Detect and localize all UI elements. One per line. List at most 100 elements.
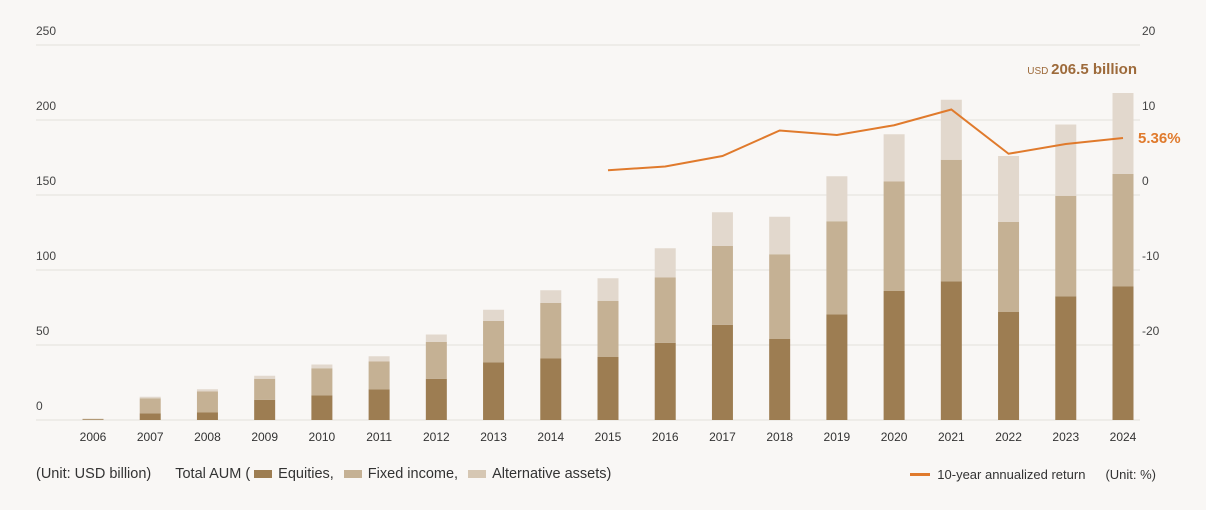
- x-tick-label: 2024: [1110, 430, 1137, 444]
- bar-fixed-income-2012: [425, 342, 447, 379]
- x-tick-label: 2020: [881, 430, 908, 444]
- bar-fixed-income-2017: [711, 246, 733, 325]
- bar-fixed-income-2023: [1055, 195, 1077, 297]
- x-tick-label: 2022: [995, 430, 1022, 444]
- equities-legend: Equities,: [278, 466, 334, 482]
- right-axis: -20 -10 0 10 20: [1142, 24, 1160, 338]
- bar-equities-2009: [254, 399, 276, 420]
- left-tick-label: 250: [36, 24, 56, 38]
- bar-equities-2015: [597, 357, 619, 420]
- x-tick-label: 2017: [709, 430, 736, 444]
- right-tick-label: -20: [1142, 324, 1160, 338]
- total-annotation: USD 206.5 billion: [1027, 61, 1137, 78]
- right-tick-label: 20: [1142, 24, 1156, 38]
- fixed-income-swatch: [343, 470, 362, 478]
- bar-alternative-assets-2015: [597, 278, 619, 301]
- x-tick-label: 2016: [652, 430, 679, 444]
- bar-alternative-assets-2024: [1112, 93, 1134, 174]
- total-prefix: USD: [1027, 66, 1051, 77]
- bar-equities-2018: [769, 339, 791, 420]
- bar-equities-2023: [1055, 296, 1077, 420]
- bar-fixed-income-2010: [311, 368, 333, 396]
- bar-equities-2020: [883, 291, 905, 420]
- bar-equities-2008: [196, 412, 218, 420]
- bar-alternative-assets-2014: [540, 290, 562, 303]
- bar-equities-2014: [540, 358, 562, 420]
- x-tick-label: 2021: [938, 430, 965, 444]
- bar-fixed-income-2014: [540, 303, 562, 359]
- bar-alternative-assets-2009: [254, 375, 276, 379]
- x-tick-label: 2015: [595, 430, 622, 444]
- annotations: USD 206.5 billion 5.36%: [1027, 61, 1180, 147]
- bar-alternative-assets-2017: [711, 212, 733, 246]
- bar-fixed-income-2008: [196, 391, 218, 413]
- bar-equities-2007: [139, 413, 161, 420]
- left-tick-label: 150: [36, 174, 56, 188]
- right-tick-label: -10: [1142, 249, 1160, 263]
- bar-equities-2021: [940, 281, 962, 420]
- grid-lines: [36, 44, 1140, 421]
- bar-fixed-income-2009: [254, 378, 276, 400]
- x-tick-label: 2006: [80, 430, 107, 444]
- left-tick-label: 200: [36, 99, 56, 113]
- x-tick-label: 2014: [537, 430, 564, 444]
- bar-alternative-assets-2019: [826, 176, 848, 222]
- bar-fixed-income-2015: [597, 300, 619, 357]
- bar-equities-2011: [368, 389, 390, 420]
- bar-equities-2019: [826, 314, 848, 420]
- x-tick-label: 2012: [423, 430, 450, 444]
- bar-fixed-income-2024: [1112, 174, 1134, 287]
- bar-equities-2012: [425, 378, 447, 420]
- bar-alternative-assets-2020: [883, 134, 905, 182]
- x-axis: 2006 2007 2008 2009 2010 2011 2012 2013 2014 2015…: [80, 430, 1137, 444]
- aum-chart: 0 50 100 150 200 250 -20 -10 0 10 20 2006 2007 2008…: [36, 24, 1181, 444]
- return-line-path: [607, 108, 1124, 172]
- bar-fixed-income-2016: [654, 277, 676, 343]
- total-value: 206.5 billion: [1051, 61, 1137, 78]
- bar-fixed-income-2011: [368, 361, 390, 390]
- legend-left: (Unit: USD billion) Total AUM ( Equities…: [36, 466, 611, 482]
- alternative-swatch: [468, 470, 487, 478]
- return-line-legend: 10-year annualized return: [937, 467, 1086, 482]
- legend-right: 10-year annualized return (Unit: %): [910, 467, 1156, 482]
- equities-swatch: [254, 470, 273, 478]
- bar-fixed-income-2007: [139, 398, 161, 414]
- x-tick-label: 2023: [1052, 430, 1079, 444]
- bar-fixed-income-2021: [940, 159, 962, 282]
- x-tick-label: 2013: [480, 430, 507, 444]
- left-tick-label: 50: [36, 324, 50, 338]
- left-tick-label: 0: [36, 399, 43, 413]
- fixed-income-legend: Fixed income,: [367, 466, 459, 482]
- x-tick-label: 2007: [137, 430, 164, 444]
- bar-alternative-assets-2010: [311, 364, 333, 369]
- bar-equities-2010: [311, 395, 333, 420]
- right-tick-label: 0: [1142, 174, 1149, 188]
- bar-alternative-assets-2008: [196, 389, 218, 392]
- right-tick-label: 10: [1142, 99, 1156, 113]
- bar-fixed-income-2020: [883, 181, 905, 291]
- bar-fixed-income-2019: [826, 221, 848, 315]
- bar-fixed-income-2013: [483, 321, 505, 363]
- unit-left-label: (Unit: USD billion): [36, 466, 152, 482]
- return-line: [607, 108, 1124, 172]
- bars: [82, 93, 1134, 420]
- left-tick-label: 100: [36, 249, 56, 263]
- return-line-swatch: [910, 473, 931, 476]
- bar-alternative-assets-2013: [483, 309, 505, 321]
- return-annotation: 5.36%: [1138, 130, 1181, 147]
- bar-equities-2013: [483, 362, 505, 420]
- bar-fixed-income-2018: [769, 254, 791, 339]
- bar-equities-2016: [654, 342, 676, 420]
- bar-equities-2022: [998, 312, 1020, 420]
- bar-alternative-assets-2016: [654, 248, 676, 278]
- bar-equities-2024: [1112, 286, 1134, 420]
- x-tick-label: 2010: [309, 430, 336, 444]
- unit-right-label: (Unit: %): [1105, 467, 1156, 482]
- bar-equities-2017: [711, 324, 733, 420]
- x-tick-label: 2008: [194, 430, 221, 444]
- left-axis: 0 50 100 150 200 250: [36, 24, 56, 413]
- bar-alternative-assets-2018: [769, 216, 791, 255]
- bar-alternative-assets-2022: [998, 156, 1020, 222]
- alternative-legend: Alternative assets): [492, 466, 612, 482]
- x-tick-label: 2019: [824, 430, 851, 444]
